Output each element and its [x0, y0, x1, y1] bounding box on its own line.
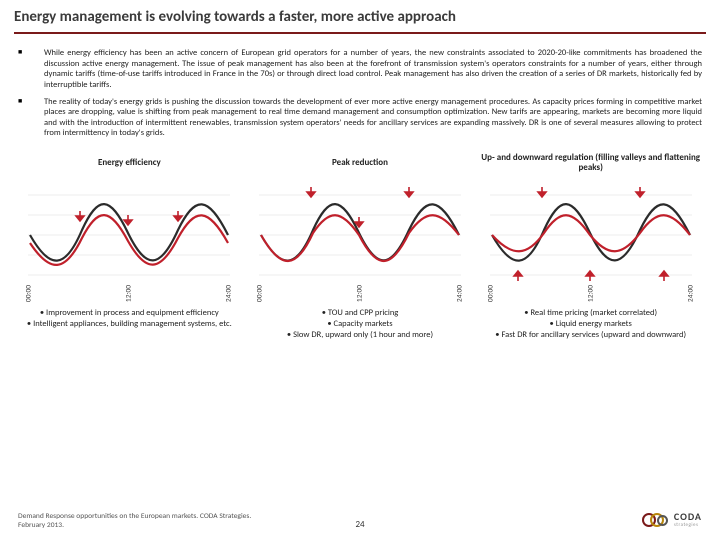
sub-bullet: Capacity markets [287, 319, 433, 330]
sub-bullet: Improvement in process and equipment eff… [27, 308, 232, 319]
chart-svg [20, 175, 238, 287]
chart-cell-1: Peak reduction00:0012:0024:00TOU and CPP… [249, 151, 472, 341]
tick: 24:00 [225, 285, 234, 303]
chart-svg [482, 175, 700, 287]
logo-text: CODA [674, 512, 702, 522]
sub-bullet: TOU and CPP pricing [287, 308, 433, 319]
footer-source: Demand Response opportunities on the Eur… [18, 512, 258, 530]
chart-title: Energy efficiency [98, 151, 161, 175]
footer: Demand Response opportunities on the Eur… [18, 510, 702, 530]
chart-cell-0: Energy efficiency00:0012:0024:00Improvem… [18, 151, 241, 341]
chart-svg [251, 175, 469, 287]
logo-icon [642, 510, 670, 530]
chart-sub-bullets: Real time pricing (market correlated)Liq… [491, 298, 690, 341]
tick: 12:00 [356, 285, 365, 303]
x-ticks: 00:0012:0024:00 [20, 289, 238, 298]
chart-title: Up- and downward regulation (filling val… [479, 151, 702, 175]
x-ticks: 00:0012:0024:00 [482, 289, 700, 298]
sub-bullet: Slow DR, upward only (1 hour and more) [287, 330, 433, 341]
tick: 24:00 [456, 285, 465, 303]
chart-sub-bullets: TOU and CPP pricingCapacity marketsSlow … [283, 298, 437, 341]
logo-subtext: strategies [674, 522, 702, 528]
sub-bullet: Liquid energy markets [495, 319, 686, 330]
bullet-1: While energy efficiency has been an acti… [30, 48, 702, 91]
tick: 12:00 [586, 285, 595, 303]
sub-bullet: Intelligent appliances, building managem… [27, 319, 232, 330]
tick: 00:00 [486, 285, 495, 303]
charts-row: Energy efficiency00:0012:0024:00Improvem… [0, 151, 720, 341]
page-title: Energy management is evolving towards a … [14, 8, 706, 26]
page-number: 24 [355, 519, 364, 530]
sub-bullet: Real time pricing (market correlated) [495, 308, 686, 319]
tick: 24:00 [686, 285, 695, 303]
logo: CODA strategies [642, 510, 702, 530]
chart-sub-bullets: Improvement in process and equipment eff… [23, 298, 236, 330]
tick: 00:00 [256, 285, 265, 303]
tick: 00:00 [25, 285, 34, 303]
chart-cell-2: Up- and downward regulation (filling val… [479, 151, 702, 341]
main-bullets: While energy efficiency has been an acti… [0, 34, 720, 151]
sub-bullet: Fast DR for ancillary services (upward a… [495, 330, 686, 341]
chart-title: Peak reduction [332, 151, 388, 175]
bullet-2: The reality of today's energy grids is p… [30, 97, 702, 140]
x-ticks: 00:0012:0024:00 [251, 289, 469, 298]
tick: 12:00 [125, 285, 134, 303]
